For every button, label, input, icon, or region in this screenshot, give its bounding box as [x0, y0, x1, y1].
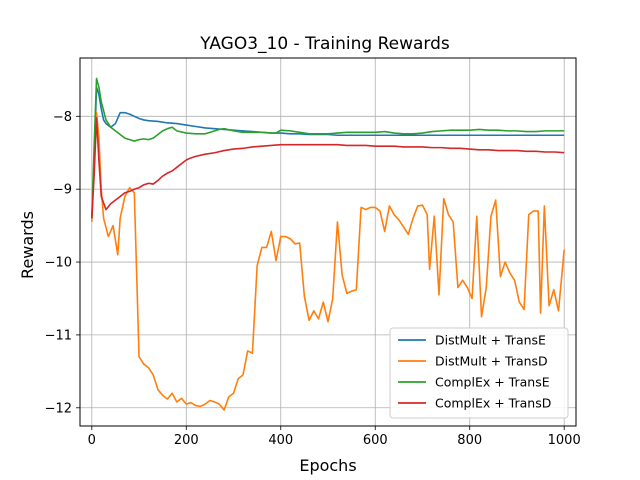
- y-tick-label: −12: [45, 401, 72, 416]
- series-lines: [91, 77, 565, 411]
- x-tick-label: 1000: [548, 433, 581, 448]
- legend-label: DistMult + TransD: [435, 354, 548, 369]
- axis-ticks: 0 200 400 600 800 1000 −12 −11 −10 −9 −8: [45, 110, 581, 448]
- chart-title: YAGO3_10 - Training Rewards: [199, 34, 450, 54]
- legend: DistMult + TransE DistMult + TransD ComplE…: [389, 327, 569, 419]
- series-line-4: [91, 116, 565, 219]
- x-tick-label: 400: [268, 433, 293, 448]
- y-axis-title: Rewards: [18, 211, 37, 279]
- legend-label: ComplEx + TransE: [435, 375, 550, 390]
- y-tick-label: −11: [45, 328, 72, 343]
- y-tick-label: −8: [53, 110, 72, 125]
- series-line-3: [91, 77, 565, 219]
- x-axis-title: Epochs: [299, 456, 356, 475]
- x-tick-label: 800: [457, 433, 482, 448]
- x-tick-label: 0: [88, 433, 96, 448]
- series-line-2: [91, 111, 565, 411]
- legend-label: DistMult + TransE: [435, 333, 546, 348]
- grid-lines: [80, 58, 576, 426]
- y-tick-label: −10: [45, 256, 72, 271]
- series-line-1: [91, 86, 565, 219]
- legend-box: [389, 327, 569, 419]
- x-tick-label: 600: [363, 433, 388, 448]
- x-tick-label: 200: [174, 433, 199, 448]
- y-tick-label: −9: [53, 183, 72, 198]
- plot-frame: [79, 57, 577, 427]
- legend-label: ComplEx + TransD: [435, 396, 551, 411]
